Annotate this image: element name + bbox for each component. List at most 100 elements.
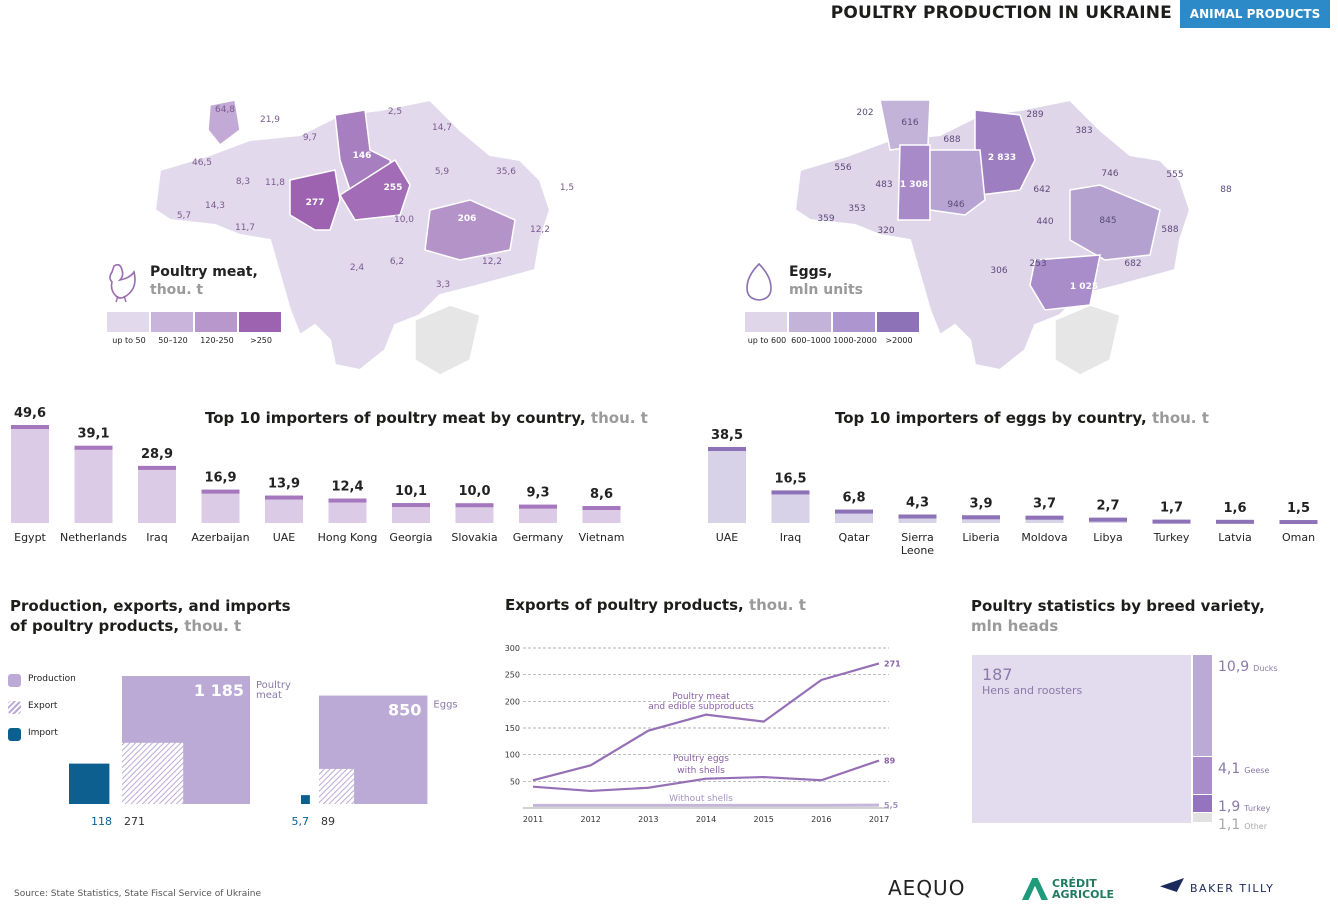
export-square[interactable] (319, 768, 355, 804)
egg-region-value: 746 (1101, 169, 1118, 179)
treemap-main[interactable]: 187 Hens and roosters (972, 655, 1191, 823)
bar-value-label: 49,6 (14, 406, 46, 421)
bar[interactable] (708, 447, 746, 523)
import-square[interactable] (69, 763, 110, 804)
egg-region-value: 845 (1099, 216, 1116, 226)
section-tag[interactable]: ANIMAL PRODUCTS (1180, 0, 1330, 28)
eggs-legend-swatch-4 (877, 312, 919, 332)
export-square[interactable] (122, 742, 184, 804)
bar-category-label: Latvia (1218, 531, 1252, 544)
eggs-map-title: Eggs, (789, 264, 833, 280)
eggs-legend-swatch-2 (789, 312, 831, 332)
bar[interactable] (519, 504, 557, 523)
production-value: 1 185 (194, 681, 244, 700)
legend-production-swatch (8, 674, 21, 687)
bar-category-label: Azerbaijan (191, 531, 249, 544)
import-square[interactable] (301, 795, 310, 804)
egg-region-value: 616 (901, 118, 918, 128)
bar-value-label: 3,7 (1033, 497, 1056, 512)
egg-region-value: 202 (856, 108, 873, 118)
meat-region-value: 14,7 (432, 123, 452, 133)
bar[interactable] (265, 495, 303, 523)
bar-category-label: UAE (716, 531, 739, 544)
x-tick-label: 2014 (696, 815, 716, 824)
treemap-cell[interactable] (1192, 812, 1212, 822)
meat-region-value: 2,4 (350, 263, 365, 273)
meat-region-value: 255 (384, 183, 403, 193)
bar-value-label: 1,6 (1223, 501, 1246, 516)
source-note: Source: State Statistics, State Fiscal S… (14, 889, 261, 899)
bar[interactable] (74, 445, 113, 523)
export-value: 271 (124, 815, 145, 828)
bar[interactable] (582, 506, 621, 523)
bar[interactable] (455, 503, 494, 523)
series-name-label: Poultry meat (672, 692, 730, 702)
x-tick-label: 2016 (811, 815, 831, 824)
eggs-map-unit: mln units (789, 282, 863, 298)
bar[interactable] (201, 489, 240, 523)
egg-region-value: 88 (1220, 185, 1232, 195)
meat-region-value: 12,2 (530, 225, 550, 235)
bar-cap (1152, 519, 1191, 524)
bar[interactable] (328, 498, 367, 524)
egg-region-value: 1 308 (900, 180, 928, 190)
series-line[interactable] (532, 662, 880, 782)
egg-importers-title: Top 10 importers of eggs by country, tho… (835, 409, 1209, 427)
bar-cap (582, 506, 621, 511)
treemap-main-value: 187 (982, 665, 1013, 684)
x-tick-label: 2015 (753, 815, 773, 824)
bar-category-label: Turkey (1153, 531, 1190, 544)
egg-region-value: 359 (817, 214, 834, 224)
series-name-label: with shells (677, 766, 725, 776)
bar[interactable] (392, 503, 430, 523)
bar-value-label: 9,3 (526, 486, 549, 501)
meat-map-regions (153, 98, 552, 376)
meat-importers-chart: 49,6 Egypt 39,1 Netherlands 28,9 Iraq 16,9 Azer… (11, 406, 624, 544)
treemap-cell-name: Other (1244, 821, 1267, 831)
eggs-legend-label-4: >2000 (885, 336, 913, 345)
meat-map-unit: thou. t (150, 282, 204, 298)
egg-region-value: 253 (1029, 259, 1046, 269)
bar-cap (11, 425, 49, 429)
meat-legend-swatch-2 (151, 312, 193, 332)
eggs-map-regions (793, 98, 1192, 376)
x-tick-label: 2011 (523, 815, 543, 824)
bar-category-label: UAE (273, 531, 296, 544)
egg-icon (746, 262, 772, 301)
bar-cap (835, 509, 873, 514)
aequo-logo: AEQUO (888, 876, 966, 900)
treemap-cell[interactable] (1192, 655, 1212, 756)
bar[interactable] (771, 490, 810, 523)
egg-region-value: 440 (1036, 217, 1053, 227)
meat-legend-swatch-3 (195, 312, 237, 332)
series-line[interactable] (532, 759, 880, 793)
meat-region-value: 46,5 (192, 158, 212, 168)
bar-value-label: 2,7 (1096, 499, 1119, 514)
group-name: Eggs (433, 700, 457, 711)
bar-cap (1216, 519, 1254, 524)
meat-region-value: 10,0 (394, 215, 414, 225)
bar[interactable] (898, 514, 937, 523)
treemap-cell-value: 1,1 (1218, 816, 1241, 833)
egg-region-value: 483 (875, 180, 892, 190)
bar[interactable] (138, 465, 176, 523)
x-tick-label: 2012 (580, 815, 600, 824)
bar-cap (265, 495, 303, 500)
bar-value-label: 1,5 (1287, 501, 1310, 516)
treemap-cell[interactable] (1192, 756, 1212, 794)
meat-region-value: 3,3 (436, 280, 450, 290)
treemap-cell-label: 1,1 Other (1218, 814, 1267, 833)
treemap-cell-label: 10,9 Ducks (1218, 656, 1278, 675)
bar-category-label: Netherlands (60, 531, 127, 544)
series-name-label: Without shells (669, 794, 733, 804)
bar-category-label: Egypt (14, 531, 46, 544)
bar-cap (138, 465, 176, 470)
meat-map: 64,8 21,9 9,7 2,5 14,7 46,5 8,3 11,8 146 5,9 35,6 1… (153, 98, 574, 376)
treemap-cell[interactable] (1192, 795, 1212, 812)
egg-region-value: 353 (848, 204, 865, 214)
breed-treemap: 187 Hens and roosters 10,9 Ducks 4,1 Geese 1,9… (972, 655, 1312, 835)
meat-legend-label-3: 120-250 (200, 336, 234, 345)
bar-cap (1279, 520, 1318, 525)
bar[interactable] (11, 425, 49, 523)
